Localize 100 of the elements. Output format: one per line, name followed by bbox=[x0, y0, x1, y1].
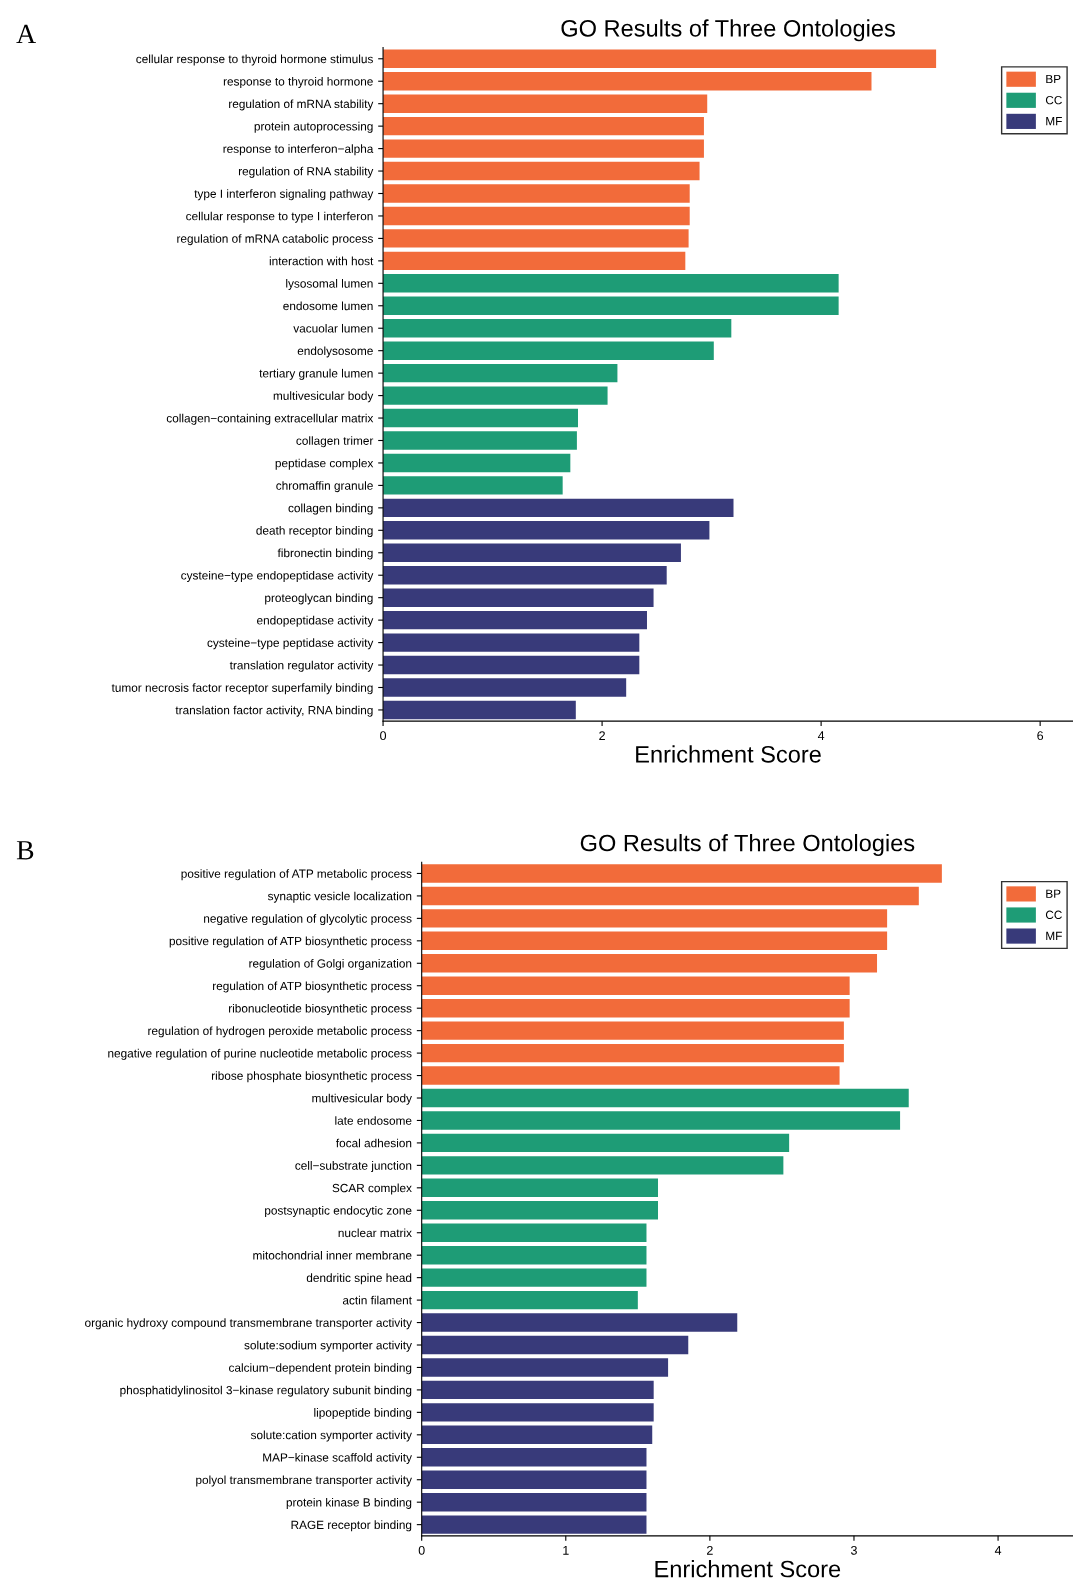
x-axis-title: Enrichment Score bbox=[655, 1560, 841, 1578]
y-tick-label: RAGE receptor binding bbox=[291, 1520, 412, 1532]
bar bbox=[383, 633, 640, 652]
x-tick-label: 4 bbox=[817, 731, 825, 740]
y-tick-label: response to interferon−alpha bbox=[223, 144, 374, 156]
bar bbox=[421, 1425, 653, 1445]
bar bbox=[383, 386, 608, 405]
y-tick-label: lysosomal lumen bbox=[286, 279, 373, 291]
bar bbox=[421, 931, 888, 951]
y-tick-label: multivesicular body bbox=[312, 1093, 412, 1105]
y-tick-label: multivesicular body bbox=[273, 391, 374, 403]
y-tick-label: focal adhesion bbox=[336, 1138, 412, 1148]
y-tick-label: collagen trimer bbox=[296, 436, 374, 448]
bar bbox=[421, 886, 919, 906]
y-tick-label: calcium−dependent protein binding bbox=[229, 1363, 412, 1375]
bar bbox=[421, 864, 942, 883]
bar bbox=[421, 1268, 647, 1287]
y-tick-label: interaction with host bbox=[269, 256, 374, 266]
y-tick-label: regulation of ATP biosynthetic process bbox=[213, 981, 412, 993]
y-tick-label: protein kinase B binding bbox=[286, 1497, 412, 1509]
y-tick-label: nuclear matrix bbox=[338, 1228, 412, 1238]
bar bbox=[421, 1223, 647, 1242]
x-tick-label: 3 bbox=[850, 1545, 857, 1555]
y-tick-label: dendritic spine head bbox=[306, 1273, 412, 1285]
y-tick-label: regulation of mRNA stability bbox=[229, 99, 374, 111]
y-tick-label: chromaffin granule bbox=[276, 481, 373, 493]
bar bbox=[421, 1492, 647, 1512]
bar bbox=[421, 1133, 790, 1153]
y-tick-label: polyol transmembrane transporter activity bbox=[196, 1475, 412, 1487]
y-tick-label: actin filament bbox=[342, 1295, 412, 1305]
y-tick-label: MAP−kinase scaffold activity bbox=[263, 1453, 412, 1464]
bar bbox=[383, 229, 689, 248]
bar bbox=[383, 116, 704, 136]
bar bbox=[383, 408, 578, 428]
bar bbox=[383, 498, 734, 518]
y-tick-label: protein autoprocessing bbox=[254, 121, 373, 133]
bar bbox=[383, 476, 563, 495]
bar bbox=[383, 588, 654, 607]
y-tick-label: ribonucleotide biosynthetic process bbox=[229, 1003, 412, 1015]
y-tick-label: cysteine−type endopeptidase activity bbox=[181, 570, 374, 582]
y-tick-label: type I interferon signaling pathway bbox=[194, 189, 374, 201]
bar bbox=[421, 1470, 647, 1489]
y-tick-label: response to thyroid hormone bbox=[223, 76, 373, 88]
y-tick-label: vacuolar lumen bbox=[293, 323, 373, 333]
bar bbox=[383, 206, 690, 226]
x-tick-label: 0 bbox=[380, 731, 387, 741]
legend-label: CC bbox=[1045, 910, 1062, 919]
bar bbox=[421, 1335, 689, 1355]
y-tick-label: regulation of RNA stability bbox=[238, 166, 374, 178]
y-tick-label: death receptor binding bbox=[256, 526, 373, 538]
bar bbox=[383, 655, 640, 675]
y-tick-label: endolysosome bbox=[297, 346, 373, 358]
y-tick-label: lipopeptide binding bbox=[314, 1408, 412, 1420]
y-tick-label: translation regulator activity bbox=[229, 660, 374, 672]
x-tick-label: 6 bbox=[1037, 731, 1044, 741]
bar bbox=[421, 998, 850, 1018]
legend-label: MF bbox=[1046, 117, 1062, 126]
bar bbox=[383, 72, 872, 91]
legend-label: BP bbox=[1046, 889, 1061, 898]
bar bbox=[421, 976, 850, 995]
bar bbox=[383, 296, 839, 315]
y-tick-label: regulation of Golgi organization bbox=[249, 959, 412, 971]
bar bbox=[421, 1021, 844, 1040]
bar bbox=[421, 1290, 638, 1310]
y-tick-label: mitochondrial inner membrane bbox=[253, 1250, 412, 1260]
y-tick-label: ribose phosphate biosynthetic process bbox=[211, 1071, 412, 1083]
chart-title: GO Results of Three Ontologies bbox=[580, 834, 915, 857]
bar bbox=[383, 678, 627, 697]
bar bbox=[421, 1448, 647, 1467]
x-tick-label: 4 bbox=[994, 1546, 1002, 1555]
y-tick-label: cellular response to type I interferon bbox=[186, 211, 373, 223]
bar bbox=[383, 363, 618, 383]
bar bbox=[421, 1043, 844, 1063]
y-tick-label: regulation of hydrogen peroxide metabolic process bbox=[148, 1026, 412, 1038]
bar bbox=[383, 543, 681, 562]
x-tick-label: 2 bbox=[707, 1545, 713, 1555]
bar bbox=[421, 1201, 659, 1220]
bar bbox=[383, 453, 571, 473]
bar bbox=[421, 909, 888, 928]
y-tick-label: negative regulation of purine nucleotide metabolic process bbox=[108, 1048, 412, 1060]
bar bbox=[383, 566, 667, 585]
x-tick-label: 1 bbox=[563, 1546, 569, 1555]
y-tick-label: peptidase complex bbox=[275, 458, 374, 470]
y-tick-label: synaptic vesicle localization bbox=[267, 891, 412, 903]
bar bbox=[383, 274, 839, 293]
bar bbox=[421, 1088, 909, 1108]
y-tick-label: tumor necrosis factor receptor superfamily binding bbox=[111, 683, 373, 695]
bar bbox=[421, 1380, 654, 1400]
bar bbox=[421, 1066, 840, 1085]
y-tick-label: solute:sodium symporter activity bbox=[244, 1340, 412, 1352]
bar bbox=[383, 161, 700, 181]
y-tick-label: proteoglycan binding bbox=[265, 593, 373, 605]
y-tick-label: translation factor activity, RNA binding bbox=[175, 705, 373, 717]
bar bbox=[421, 1178, 659, 1198]
x-tick-label: 2 bbox=[599, 731, 605, 740]
bar bbox=[421, 954, 878, 973]
bar bbox=[383, 139, 704, 158]
bar bbox=[421, 1358, 669, 1377]
y-tick-label: positive regulation of ATP metabolic process bbox=[181, 869, 412, 881]
y-tick-label: cysteine−type peptidase activity bbox=[207, 638, 374, 650]
